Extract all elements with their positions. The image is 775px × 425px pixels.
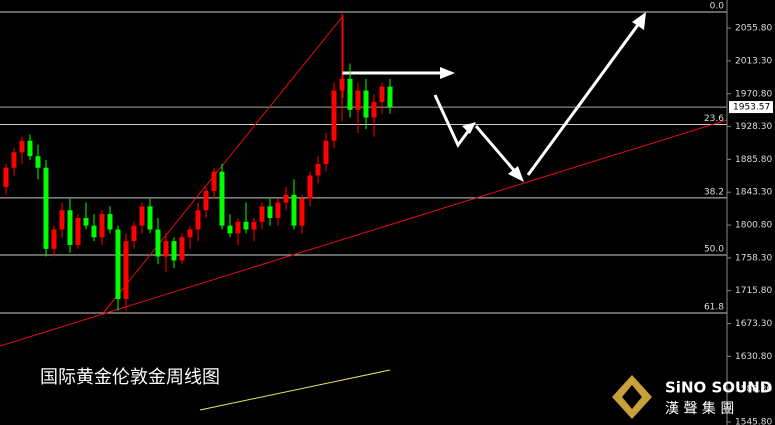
candle-body xyxy=(163,241,169,257)
candle-body xyxy=(139,206,145,226)
candle-body xyxy=(123,241,129,300)
logo: SiNO SOUND 漢 聲 集 團 xyxy=(612,375,772,419)
candle-body xyxy=(259,206,265,222)
candle-body xyxy=(211,171,217,191)
candle-body xyxy=(203,190,209,211)
fib-label: 0.0 xyxy=(710,2,725,12)
candle-body xyxy=(315,163,321,176)
candle-body xyxy=(59,210,65,230)
fib-label: 61.8 xyxy=(704,302,724,312)
candle-body xyxy=(179,237,185,261)
swing-line xyxy=(103,14,344,313)
y-tick-label: 1800.80 xyxy=(735,221,772,231)
candle-body xyxy=(171,241,177,261)
candle-body xyxy=(371,102,377,118)
y-tick-label: 1673.30 xyxy=(735,319,772,329)
y-tick-label: 1843.30 xyxy=(735,188,772,198)
fib-label: 23.6 xyxy=(704,114,724,124)
y-tick-label: 1715.80 xyxy=(735,286,772,296)
candle-body xyxy=(267,206,273,218)
logo-mark-inner xyxy=(622,385,642,409)
logo-name: SiNO SOUND xyxy=(665,379,772,397)
candle-body xyxy=(75,217,81,245)
last-price-box xyxy=(729,101,773,114)
candle-body xyxy=(195,210,201,230)
y-tick-label: 1928.30 xyxy=(735,122,772,132)
candle-body xyxy=(107,214,113,230)
candle-body xyxy=(35,156,41,168)
candle-body xyxy=(3,167,9,188)
y-tick-label: 1588.30 xyxy=(735,385,772,395)
candles xyxy=(3,13,393,311)
chart-title: 国际黄金伦敦金周线图 xyxy=(40,367,220,388)
levels: 0.0 23.6 38.2 50.0 61.8 xyxy=(0,2,727,314)
candle-body xyxy=(291,194,297,226)
candle-body xyxy=(43,167,49,249)
y-tick-label: 2013.30 xyxy=(735,56,772,66)
y-tick-label: 1758.30 xyxy=(735,253,772,263)
candle-body xyxy=(323,140,329,164)
candle-body xyxy=(387,86,393,108)
candle-body xyxy=(251,221,257,230)
candle-body xyxy=(67,210,73,245)
last-price-label: 1953.57 xyxy=(733,103,770,113)
candle-body xyxy=(83,217,89,226)
candle-body xyxy=(155,229,161,257)
candle-body xyxy=(379,86,385,103)
y-axis: 2055.80 2013.30 1970.80 1928.30 1885.80 1843.… xyxy=(727,24,773,425)
candle-body xyxy=(99,214,105,238)
candle-body xyxy=(51,229,57,249)
candle-body xyxy=(339,78,345,91)
moving-average xyxy=(199,369,391,411)
candle-body xyxy=(347,78,353,110)
candle-body xyxy=(227,225,233,234)
candle-body xyxy=(299,198,305,226)
trend-line xyxy=(0,119,728,347)
fib-label: 50.0 xyxy=(704,245,724,255)
y-tick-label: 1970.80 xyxy=(735,89,772,99)
candle-body xyxy=(307,175,313,199)
candle-body xyxy=(91,225,97,238)
candle-body xyxy=(115,229,121,300)
y-tick-label: 1630.80 xyxy=(735,352,772,362)
candle-body xyxy=(275,202,281,218)
candle-body xyxy=(283,194,289,203)
candle-body xyxy=(235,221,241,234)
candle-body xyxy=(27,140,33,157)
candle-body xyxy=(19,140,25,153)
logo-subtitle: 漢 聲 集 團 xyxy=(665,400,734,417)
fib-label: 38.2 xyxy=(704,187,724,197)
candle-body xyxy=(355,90,361,110)
y-tick-label: 2055.80 xyxy=(735,24,772,34)
candle-body xyxy=(147,206,153,230)
candle-body xyxy=(219,171,225,226)
candle-body xyxy=(131,225,137,242)
candle-body xyxy=(363,90,369,118)
candle-body xyxy=(11,152,17,168)
y-tick-label: 1885.80 xyxy=(735,155,772,165)
candle-body xyxy=(243,221,249,230)
y-tick-label: 1545.80 xyxy=(735,417,772,425)
candle-body xyxy=(331,90,337,141)
projection-arrows xyxy=(342,12,646,182)
candle-body xyxy=(187,229,193,238)
